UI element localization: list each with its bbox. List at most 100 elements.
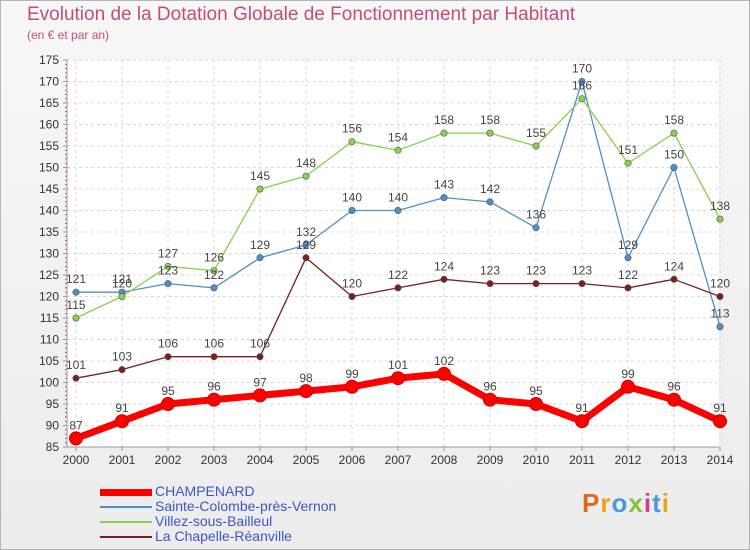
logo-letter: i <box>661 488 670 518</box>
data-point <box>391 371 405 386</box>
y-tick-label: 155 <box>39 139 59 153</box>
x-tick-label: 2009 <box>477 453 504 467</box>
logo-letter: o <box>611 488 629 518</box>
data-point <box>532 224 540 232</box>
y-tick-label: 105 <box>39 354 59 368</box>
series-layer <box>69 78 727 446</box>
data-point <box>529 397 543 411</box>
data-point <box>437 366 451 381</box>
proxiti-logo: Proxiti <box>582 488 670 519</box>
line-chart: 85 90 95 100 105 110 115 120 125 130 135 140 145 150 1… <box>39 53 734 467</box>
data-point <box>486 198 494 206</box>
data-label: 132 <box>296 225 316 239</box>
y-tick-label: 110 <box>40 333 59 347</box>
data-point <box>253 388 267 403</box>
data-point <box>394 207 402 215</box>
logo-letter: i <box>643 488 653 518</box>
data-label: 121 <box>112 272 132 286</box>
data-label: 106 <box>204 337 224 351</box>
data-label: 129 <box>618 238 638 252</box>
data-point <box>164 262 172 270</box>
data-point <box>716 323 724 331</box>
data-point <box>578 78 586 86</box>
x-tick-label: 2010 <box>523 453 550 467</box>
y-tick-label: 100 <box>39 376 59 390</box>
chart-title: Evolution de la Dotation Globale de Fonc… <box>27 4 576 25</box>
data-label: 140 <box>342 191 362 205</box>
y-tick-label: 150 <box>39 161 59 175</box>
data-label: 166 <box>572 79 592 93</box>
data-point <box>575 414 589 429</box>
axes: 85 90 95 100 105 110 115 120 125 130 135 140 145 150 1… <box>39 53 734 467</box>
x-tick-label: 2013 <box>661 453 688 467</box>
data-label: 120 <box>112 277 132 291</box>
data-label: 122 <box>618 268 638 282</box>
logo-letter: P <box>582 488 601 518</box>
data-label: 148 <box>296 156 316 170</box>
data-label: 123 <box>480 264 500 278</box>
data-label: 142 <box>480 182 500 196</box>
data-point <box>164 280 172 288</box>
data-point <box>624 159 632 167</box>
data-label: 136 <box>526 208 546 222</box>
x-tick-label: 2014 <box>707 453 734 467</box>
data-label: 124 <box>434 259 454 273</box>
data-label: 150 <box>664 148 684 162</box>
y-tick-label: 135 <box>39 225 59 239</box>
data-label: 154 <box>388 130 408 144</box>
x-tick-label: 2003 <box>201 453 228 467</box>
data-point <box>578 95 586 103</box>
data-point <box>72 314 80 322</box>
data-point <box>670 129 678 137</box>
data-point <box>256 353 264 361</box>
data-label: 115 <box>66 298 85 312</box>
data-point <box>69 431 83 446</box>
data-label: 145 <box>250 169 270 183</box>
y-tick-label: 115 <box>40 311 59 325</box>
y-tick-label: 145 <box>39 182 59 196</box>
y-tick-label: 165 <box>39 96 59 110</box>
data-label: 96 <box>483 380 497 394</box>
x-tick-label: 2005 <box>293 453 320 467</box>
data-label: 138 <box>710 199 730 213</box>
data-point <box>670 275 678 283</box>
y-tick-label: 160 <box>39 118 59 132</box>
data-label: 158 <box>664 113 684 127</box>
data-label: 95 <box>529 384 543 398</box>
data-label: 129 <box>296 238 316 252</box>
data-point <box>72 288 80 296</box>
data-point <box>716 215 724 223</box>
logo-letter: t <box>652 488 662 518</box>
legend-label: Sainte-Colombe-près-Vernon <box>155 498 337 514</box>
data-point <box>348 138 356 146</box>
data-point <box>118 366 126 374</box>
y-tick-label: 85 <box>46 440 60 454</box>
data-label: 123 <box>158 264 178 278</box>
data-point <box>670 164 678 172</box>
legend-label: La Chapelle-Réanville <box>155 528 292 544</box>
data-point <box>210 284 218 292</box>
data-label: 129 <box>250 238 270 252</box>
x-tick-label: 2008 <box>431 453 458 467</box>
data-point <box>256 185 264 193</box>
data-label: 113 <box>710 307 729 321</box>
legend-swatch <box>100 521 152 523</box>
data-label: 106 <box>158 337 178 351</box>
data-label: 96 <box>207 380 221 394</box>
data-label: 143 <box>434 178 454 192</box>
data-label: 122 <box>204 268 224 282</box>
data-label: 101 <box>388 358 408 372</box>
data-label: 87 <box>69 418 83 432</box>
data-label: 120 <box>342 277 362 291</box>
data-point <box>115 414 129 429</box>
data-label: 96 <box>667 380 681 394</box>
legend-label: Villez-sous-Bailleul <box>155 513 273 529</box>
data-point <box>713 414 727 429</box>
data-point <box>345 379 359 394</box>
x-tick-label: 2007 <box>385 453 412 467</box>
legend-swatch <box>100 488 152 496</box>
data-point <box>394 284 402 292</box>
x-tick-label: 2002 <box>155 453 182 467</box>
data-point <box>483 392 497 407</box>
x-tick-label: 2011 <box>569 453 595 467</box>
